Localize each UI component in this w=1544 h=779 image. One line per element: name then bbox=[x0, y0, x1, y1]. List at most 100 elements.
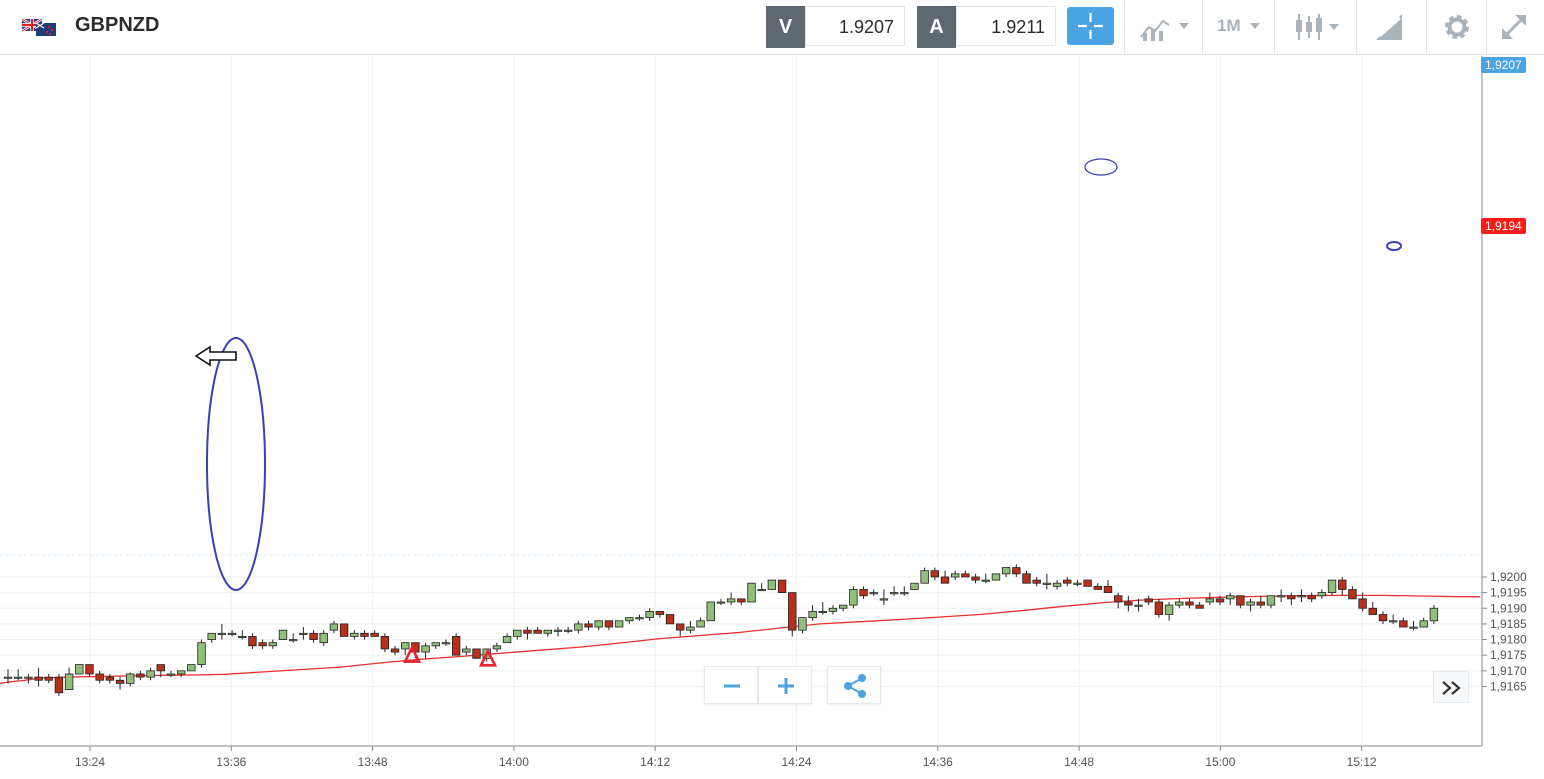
candle bbox=[136, 670, 145, 681]
chart-type-button[interactable] bbox=[1274, 0, 1356, 54]
bid-label: V bbox=[766, 6, 805, 48]
candle bbox=[604, 620, 614, 631]
ask-price[interactable]: 1.9211 bbox=[956, 6, 1056, 46]
candle-body bbox=[1175, 601, 1184, 606]
candle bbox=[1327, 579, 1337, 596]
candle-body bbox=[838, 604, 848, 609]
candle-body bbox=[1327, 579, 1337, 594]
candle bbox=[421, 642, 430, 659]
candle bbox=[737, 598, 746, 606]
candle bbox=[492, 642, 502, 653]
candle bbox=[1012, 564, 1021, 577]
candle-body bbox=[614, 620, 624, 628]
crosshair-button[interactable] bbox=[1067, 7, 1114, 45]
candle-body bbox=[1124, 601, 1133, 606]
candle bbox=[187, 664, 196, 672]
candle bbox=[1052, 580, 1062, 590]
candle-body bbox=[441, 642, 451, 645]
x-tick-label: 13:24 bbox=[75, 755, 105, 769]
expand-chart-button[interactable] bbox=[1433, 671, 1469, 703]
candle-body bbox=[462, 648, 471, 653]
x-tick-label: 14:48 bbox=[1064, 755, 1094, 769]
candle-body bbox=[706, 601, 715, 622]
candle-body bbox=[889, 592, 899, 595]
candle bbox=[614, 620, 624, 628]
fullscreen-button[interactable] bbox=[1486, 0, 1544, 54]
candle-body bbox=[869, 592, 878, 595]
candle bbox=[1195, 601, 1204, 609]
candle bbox=[777, 579, 787, 594]
candle-body bbox=[808, 610, 817, 619]
candle bbox=[95, 670, 104, 684]
zoom-out-button[interactable] bbox=[704, 666, 758, 704]
candle-body bbox=[981, 579, 990, 582]
candle-body bbox=[1113, 595, 1123, 603]
candle-body bbox=[686, 626, 695, 631]
candle bbox=[1388, 614, 1398, 624]
candle bbox=[502, 633, 512, 644]
candle bbox=[24, 673, 33, 684]
x-tick-label: 13:36 bbox=[216, 755, 246, 769]
uk-nz-flag-icon bbox=[22, 17, 56, 36]
candle bbox=[716, 598, 726, 606]
candle bbox=[85, 664, 94, 678]
plus-icon bbox=[778, 678, 794, 694]
candle bbox=[1348, 586, 1357, 600]
candle-body bbox=[227, 632, 237, 635]
candle bbox=[380, 633, 390, 653]
candle bbox=[1419, 617, 1428, 628]
candle bbox=[1287, 592, 1296, 606]
zoom-in-button[interactable] bbox=[758, 666, 812, 704]
y-tick-label: 1,9195 bbox=[1490, 586, 1527, 600]
candle-body bbox=[1073, 582, 1082, 585]
candle-body bbox=[920, 570, 929, 584]
candle-body bbox=[1256, 601, 1265, 606]
candle-body bbox=[472, 648, 481, 659]
candle-body bbox=[1164, 604, 1174, 615]
candle-body bbox=[991, 573, 1001, 581]
timeframe-button[interactable] bbox=[1202, 0, 1274, 54]
candle-body bbox=[105, 676, 115, 681]
candle bbox=[370, 630, 379, 637]
candle bbox=[176, 670, 186, 678]
candle bbox=[543, 629, 553, 637]
price-chart[interactable]: 1,91651,91701,91751,91801,91851,91901,91… bbox=[0, 56, 1544, 779]
drawing-tools-button[interactable] bbox=[1356, 0, 1426, 54]
candle bbox=[910, 582, 919, 590]
candle bbox=[951, 570, 960, 581]
candle bbox=[1134, 598, 1143, 612]
bid-price[interactable]: 1.9207 bbox=[805, 6, 905, 46]
candle bbox=[44, 673, 53, 684]
candle-body bbox=[1287, 595, 1296, 600]
candle bbox=[227, 630, 237, 637]
candle-body bbox=[492, 645, 502, 650]
candle bbox=[1063, 576, 1072, 587]
candle-body bbox=[166, 673, 176, 676]
top-toolbar: GBPNZD V 1.9207 A 1.9211 1M bbox=[0, 0, 1544, 55]
candle-body bbox=[726, 598, 736, 603]
fullscreen-icon bbox=[1501, 14, 1527, 40]
candle-body bbox=[1378, 614, 1388, 622]
candle-body bbox=[849, 589, 858, 606]
candle-body bbox=[767, 579, 777, 590]
candle bbox=[329, 620, 339, 634]
candle bbox=[360, 630, 369, 640]
candle-body bbox=[85, 664, 94, 675]
candle bbox=[217, 623, 227, 640]
candle bbox=[1113, 592, 1123, 609]
settings-button[interactable] bbox=[1426, 0, 1486, 54]
candle-body bbox=[288, 639, 298, 642]
candle bbox=[645, 608, 654, 621]
candle-body bbox=[1063, 579, 1072, 584]
candle-body bbox=[604, 620, 614, 628]
candle-body bbox=[380, 636, 390, 650]
x-tick-label: 14:24 bbox=[781, 755, 811, 769]
indicators-button[interactable] bbox=[1124, 0, 1202, 54]
share-button[interactable] bbox=[827, 666, 881, 704]
indicators-icon bbox=[1140, 19, 1189, 41]
candle-body bbox=[24, 676, 33, 679]
candlestick-icon bbox=[1296, 14, 1339, 40]
candle bbox=[747, 582, 756, 603]
candle bbox=[920, 567, 929, 584]
candle-body bbox=[3, 676, 13, 679]
